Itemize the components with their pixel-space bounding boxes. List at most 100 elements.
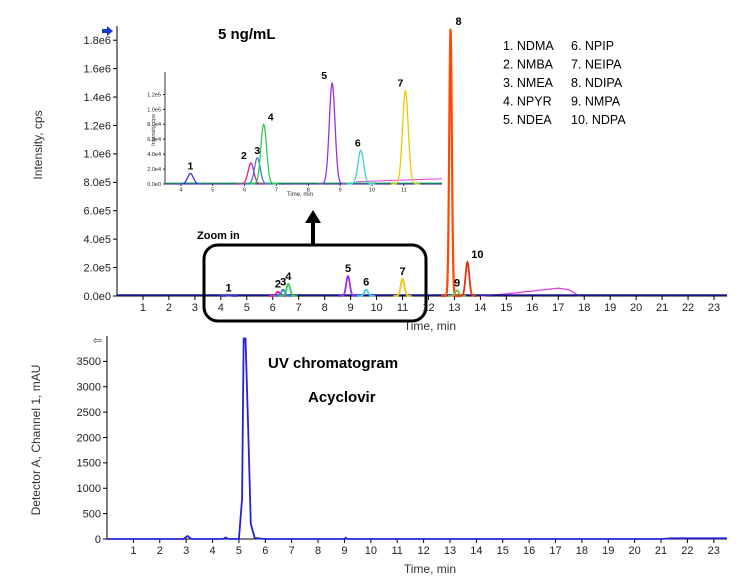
inset-peak-trace-4 (249, 123, 279, 185)
legend-entry: 3. NMEA (503, 76, 554, 90)
inset-y-tick-label: 4.0e4 (147, 152, 161, 158)
uv-x-tick-label: 5 (236, 545, 242, 557)
ms-y-tick-label: 2.0e5 (83, 262, 111, 274)
inset-peak-label-6: 6 (355, 137, 361, 149)
ms-peak-label-7: 7 (399, 266, 405, 278)
inset-x-tick-label: 11 (401, 188, 407, 194)
inset-x-tick-label: 5 (211, 188, 214, 194)
ms-x-tick-label: 1 (140, 302, 146, 314)
uv-x-tick-label: 7 (289, 545, 295, 557)
zoom-arrow-head (305, 210, 321, 223)
ms-peak-label-6: 6 (363, 277, 369, 289)
ms-title: 5 ng/mL (218, 26, 276, 43)
legend-entry: 2. NMBA (503, 58, 554, 72)
ms-peak-trace-6 (357, 288, 376, 297)
uv-y-axis-label: Detector A, Channel 1, mAU (29, 365, 43, 516)
uv-x-tick-label: 8 (315, 545, 321, 557)
ms-x-tick-label: 20 (630, 302, 642, 314)
ms-peak-trace-8 (441, 28, 460, 298)
legend-entry: 1. NDMA (503, 39, 554, 53)
ms-x-tick-label: 16 (526, 302, 538, 314)
inset-y-tick-label: 0.0e0 (147, 182, 161, 188)
ms-peak-label-3: 3 (280, 277, 286, 289)
uv-y-tick-label: 2500 (77, 407, 101, 419)
uv-x-tick-label: 2 (157, 545, 163, 557)
inset-curves (165, 81, 443, 185)
inset-x-tick-label: 4 (179, 188, 182, 194)
uv-x-tick-label: 6 (262, 545, 268, 557)
uv-x-tick-label: 17 (549, 545, 561, 557)
ms-peak-label-2: 2 (275, 279, 281, 291)
legend-entry: 4. NPYR (503, 95, 552, 109)
ms-x-tick-label: 14 (474, 302, 486, 314)
ms-peak-trace-1 (219, 294, 238, 297)
zoom-in-label: Zoom in (197, 230, 240, 242)
ms-x-tick-label: 11 (397, 302, 408, 314)
uv-curves: ⇦ (93, 335, 727, 540)
ms-peak-label-5: 5 (345, 263, 351, 275)
inset-x-tick-label: 10 (369, 188, 375, 194)
ms-x-tick-label: 17 (552, 302, 564, 314)
ms-peak-trace-4 (279, 282, 298, 297)
inset-peak-trace-6 (346, 149, 376, 185)
legend-entry: 5. NDEA (503, 113, 552, 127)
ms-peak-trace-3 (274, 288, 293, 297)
uv-trace-acyclovir (107, 337, 727, 540)
ms-x-tick-label: 2 (166, 302, 172, 314)
ms-curves (117, 28, 727, 298)
ms-y-tick-label: 1.2e6 (83, 120, 111, 132)
ms-y-tick-label: 0.0e0 (83, 291, 111, 303)
ms-x-tick-label: 22 (682, 302, 694, 314)
inset-peak-trace-7 (391, 89, 420, 185)
uv-y-tick-label: 1500 (77, 458, 101, 470)
inset-y-tick-label: 8.0e4 (147, 122, 161, 128)
ms-peak-label-1: 1 (226, 282, 232, 294)
ms-y-tick-label: 1.4e6 (83, 92, 111, 104)
zoom-box (202, 243, 428, 323)
uv-x-tick-label: 4 (209, 545, 215, 557)
inset-x-tick-label: 9 (339, 188, 342, 194)
ms-x-tick-label: 8 (322, 302, 328, 314)
ms-x-tick-label: 7 (296, 302, 302, 314)
ms-x-tick-label: 6 (270, 302, 276, 314)
inset-baseline-magenta (356, 178, 443, 183)
uv-x-tick-label: 15 (497, 545, 509, 557)
inset-x-tick-label: 6 (243, 188, 246, 194)
inset-peak-label-5: 5 (321, 70, 327, 82)
uv-y-tick-label: 3500 (77, 356, 101, 368)
ms-legend: 1. NDMA 2. NMBA 3. NMEA 4. NPYR 5. NDEA 6. NP… (503, 39, 626, 127)
ms-chromatogram: 1 2 3 4 5 6 7 8 9 10 11 12 13 14 15 16 17 18 19 20 21 22 230.0… (31, 16, 727, 333)
inset-peak-label-4: 4 (268, 111, 274, 123)
ms-y-tick-label: 6.0e5 (83, 206, 111, 218)
ms-y-tick-label: 1.6e6 (83, 63, 111, 75)
ms-axis-marker-icon (107, 26, 113, 36)
uv-y-tick-label: 500 (83, 508, 101, 520)
uv-x-tick-label: 21 (655, 545, 667, 557)
uv-x-tick-label: 9 (341, 545, 347, 557)
uv-x-tick-label: 16 (523, 545, 535, 557)
legend-entry: 10. NDPA (571, 113, 626, 127)
ms-y-tick-label: 4.0e5 (83, 234, 111, 246)
ms-axis-marker-stem (102, 29, 108, 33)
uv-x-tick-label: 18 (576, 545, 588, 557)
uv-y-tick-label: 0 (95, 534, 101, 546)
ms-y-tick-label: 1.8e6 (83, 35, 111, 47)
ms-x-tick-label: 15 (500, 302, 512, 314)
ms-x-tick-label: 4 (218, 302, 224, 314)
ms-x-tick-label: 13 (448, 302, 460, 314)
uv-y-tick-label: 1000 (77, 483, 101, 495)
zoom-callout: Zoom in (197, 210, 428, 323)
uv-title: UV chromatogram (268, 355, 398, 372)
inset-y-tick-label: 1.2e5 (147, 92, 161, 98)
ms-x-tick-label: 21 (656, 302, 668, 314)
inset-peak-label-3: 3 (254, 145, 260, 157)
inset-peak-trace-1 (176, 172, 205, 185)
ms-x-tick-label: 3 (192, 302, 198, 314)
ms-peak-trace-5 (338, 274, 358, 297)
uv-chromatogram: 1 2 3 4 5 6 7 8 9 10 11 12 13 14 15 16 17 18 19 20 21 22 23050… (29, 335, 727, 576)
inset-peak-trace-3 (243, 157, 272, 185)
ms-y-tick-label: 1.0e6 (83, 149, 111, 161)
